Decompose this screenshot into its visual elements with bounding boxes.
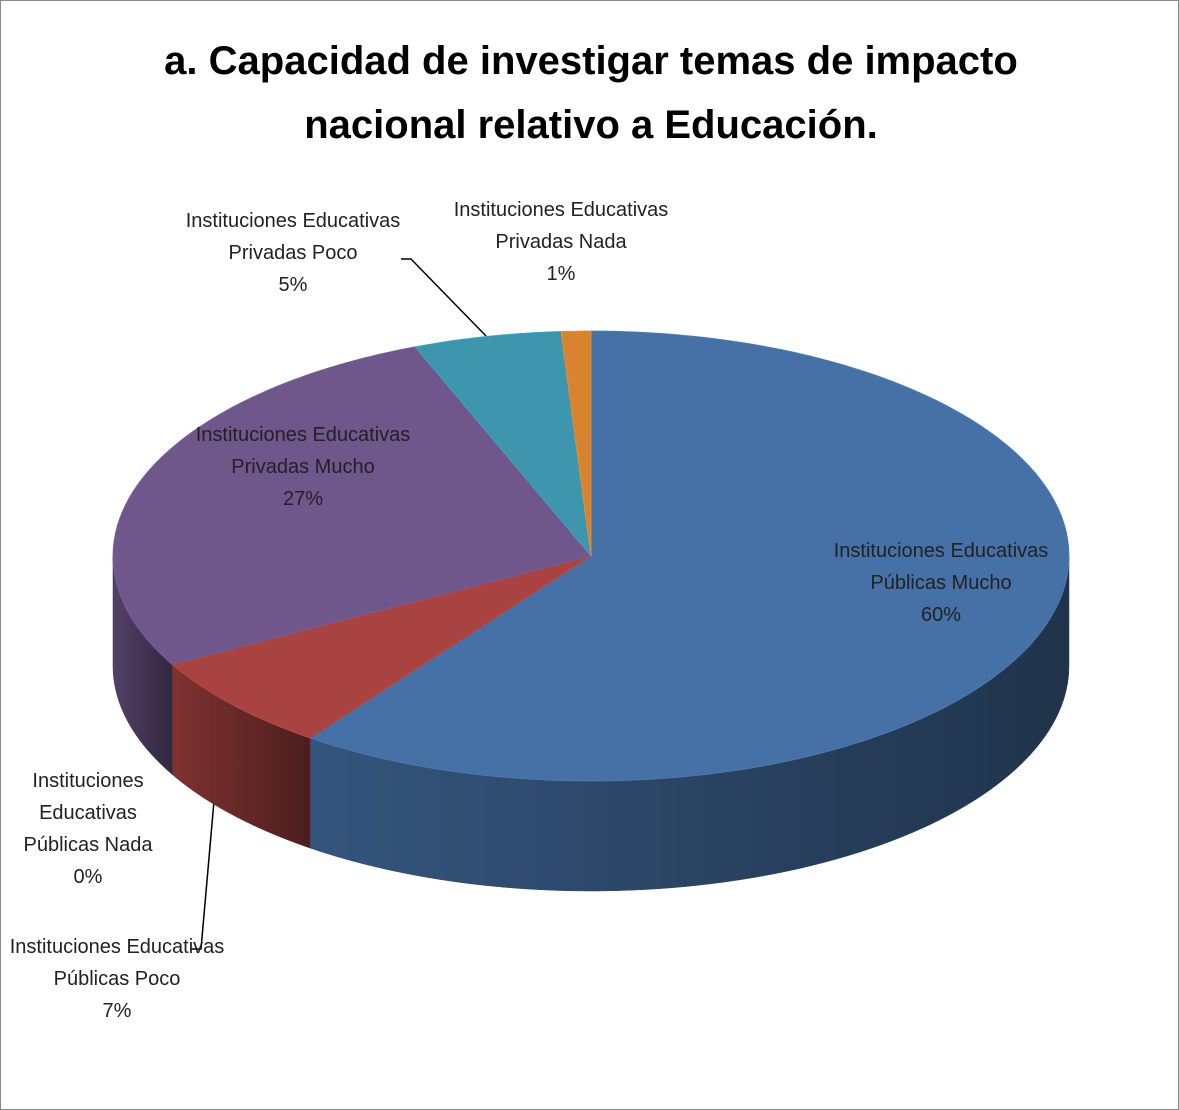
data-label: Instituciones Educativas Privadas Poco 5% — [173, 205, 413, 301]
label-value: 60% — [920, 604, 962, 626]
label-value: 7% — [102, 1000, 132, 1022]
data-label: Instituciones Educativas Públicas Mucho 6… — [821, 535, 1061, 631]
data-label: Instituciones Educativas Privadas Mucho 2… — [183, 419, 423, 515]
data-label: Instituciones Educativas Privadas Nada 1% — [441, 194, 681, 290]
data-label: Instituciones Educativas Públicas Poco 7% — [1, 931, 237, 1027]
label-category: Instituciones Educativas Públicas Mucho — [833, 540, 1049, 594]
label-value: 0% — [73, 866, 103, 888]
tops — [112, 330, 1070, 782]
label-category: Instituciones Educativas Privadas Mucho — [195, 424, 411, 478]
sides — [112, 555, 1070, 892]
slice — [309, 330, 1070, 782]
leader-line — [191, 800, 215, 950]
leader-line — [401, 258, 487, 337]
slice — [112, 346, 592, 665]
label-category: Instituciones Educativas Públicas Poco — [9, 936, 225, 990]
label-category: Instituciones Educativas Privadas Poco — [185, 210, 401, 264]
label-category: Instituciones Educativas Públicas Nada — [23, 770, 153, 856]
slice — [560, 330, 592, 557]
data-label: Instituciones Educativas Públicas Nada 0% — [8, 765, 168, 893]
label-category: Instituciones Educativas Privadas Nada — [453, 199, 669, 253]
label-value: 5% — [278, 274, 308, 296]
label-value: 27% — [282, 488, 324, 510]
label-value: 1% — [546, 263, 576, 285]
slice — [171, 555, 592, 739]
chart-title: a. Capacidad de investigar temas de impa… — [164, 39, 1018, 147]
slice — [414, 331, 592, 558]
